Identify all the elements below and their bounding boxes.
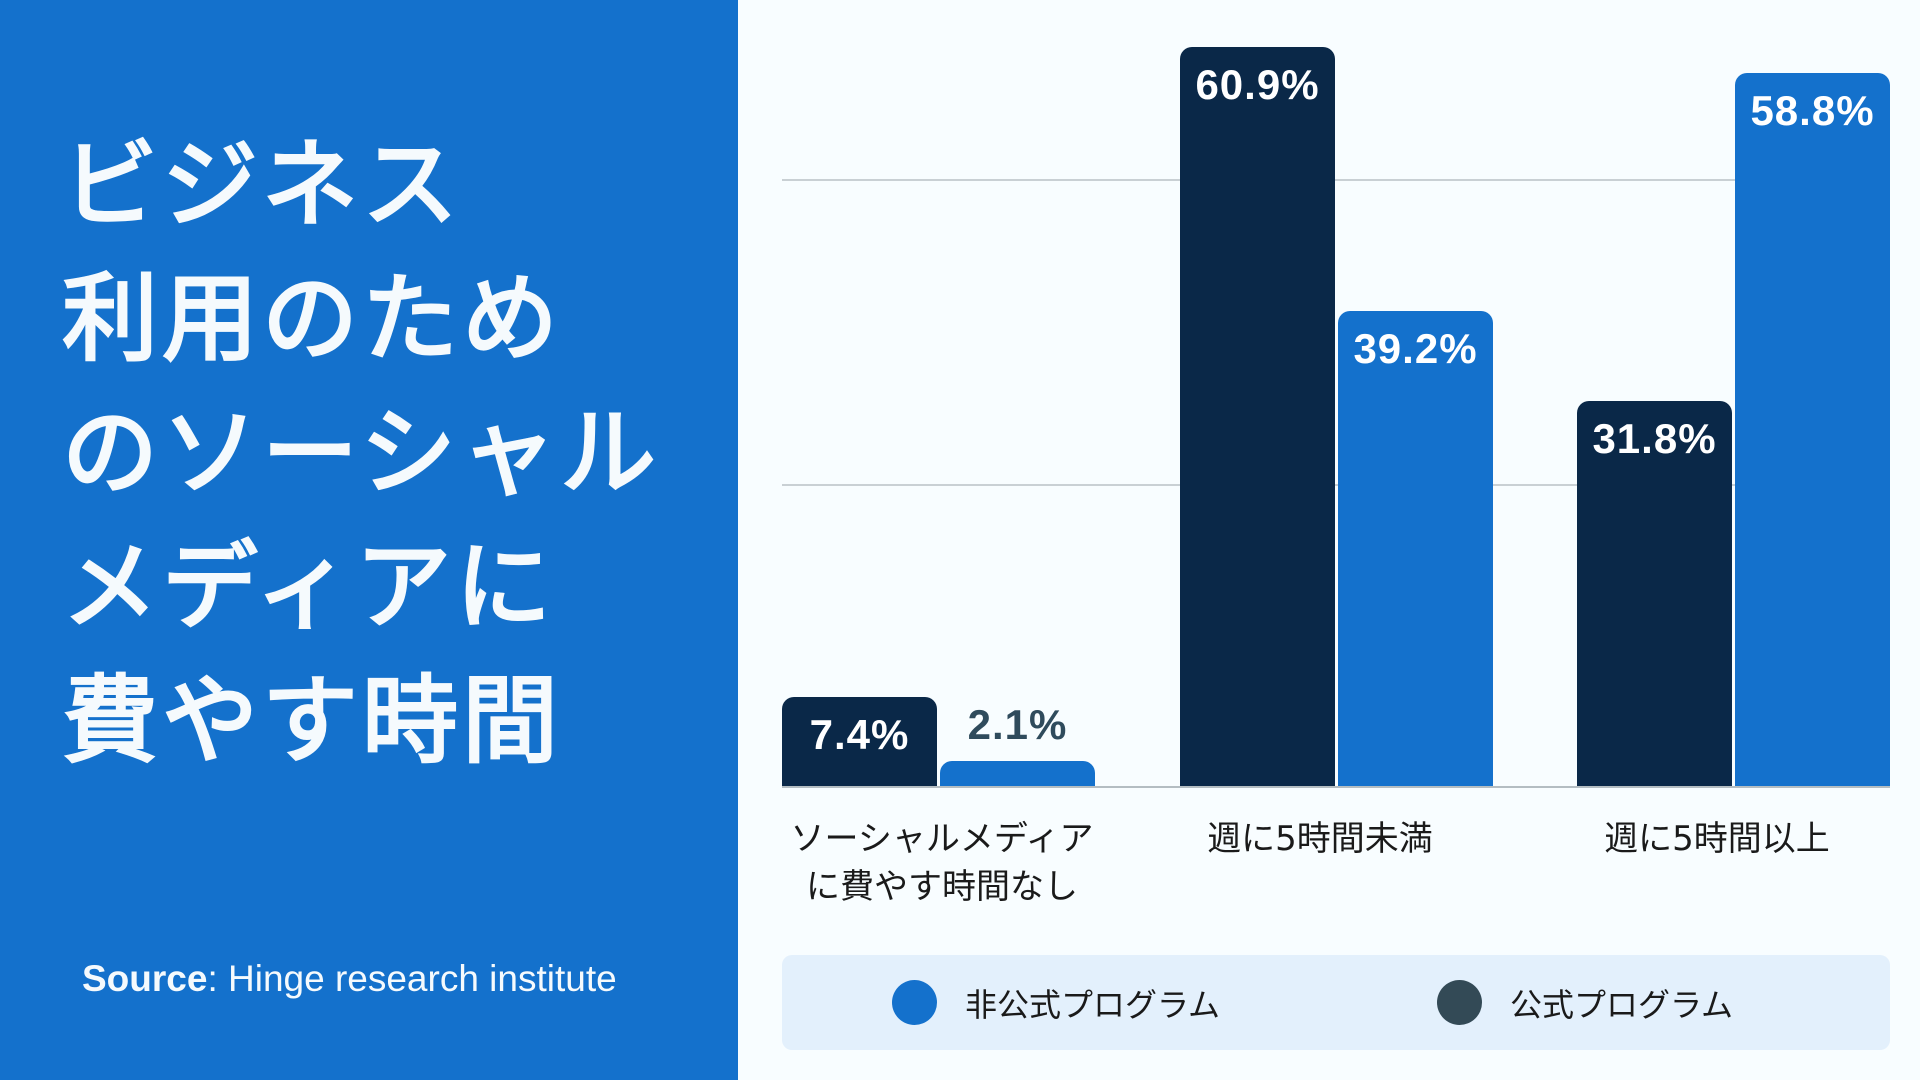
title-panel: ビジネス 利用のため のソーシャル メディアに 費やす時間 Source: Hi…	[0, 0, 738, 1080]
legend-dot-icon	[1437, 980, 1482, 1025]
title-line: ビジネス	[62, 129, 462, 241]
chart-title: ビジネス 利用のため のソーシャル メディアに 費やす時間	[62, 118, 660, 788]
title-line: 利用のため	[62, 263, 562, 375]
bar-chart: 7.4% 2.1% 60.9% 39.2% 31.8% 58.8% ソーシャルメ…	[782, 0, 1890, 907]
x-axis-baseline	[782, 786, 1890, 788]
bar-unofficial-under5: 39.2%	[1338, 311, 1493, 787]
legend-label: 公式プログラム	[1510, 985, 1734, 1024]
gridline-50	[782, 179, 1890, 181]
category-label-line: 週に5時間以上	[1604, 819, 1830, 859]
bar-unofficial-over5: 58.8%	[1735, 73, 1890, 787]
legend-item-unofficial: 非公式プログラム	[892, 955, 1220, 1050]
gridline-25	[782, 484, 1890, 486]
title-line: のソーシャル	[62, 397, 661, 509]
bar-official-over5: 31.8%	[1577, 401, 1732, 787]
category-label-line: 週に5時間未満	[1207, 819, 1433, 859]
chart-legend: 非公式プログラム 公式プログラム	[782, 955, 1890, 1050]
source-label: Source	[82, 958, 208, 999]
source-note: Source: Hinge research institute	[82, 958, 617, 1000]
bar-value-label: 31.8%	[1592, 415, 1717, 462]
title-line: メディアに	[62, 531, 556, 643]
title-line: 費やす時間	[62, 665, 562, 777]
category-label-none: ソーシャルメディア に費やす時間なし	[772, 815, 1112, 911]
bar-official-none: 7.4%	[782, 697, 937, 787]
bar-unofficial-none: 2.1%	[940, 701, 1095, 787]
category-label-under5: 週に5時間未満	[1150, 815, 1490, 863]
bar-value-label: 60.9%	[1195, 61, 1320, 108]
legend-item-official: 公式プログラム	[1437, 955, 1733, 1050]
category-label-line: に費やす時間なし	[806, 867, 1078, 907]
legend-dot-icon	[892, 980, 937, 1025]
category-label-line: ソーシャルメディア	[790, 819, 1094, 859]
bar-value-label: 39.2%	[1353, 325, 1478, 372]
bar-value-label: 7.4%	[809, 711, 910, 758]
category-label-over5: 週に5時間以上	[1547, 815, 1887, 863]
legend-label: 非公式プログラム	[965, 985, 1221, 1024]
bar-value-label: 2.1%	[967, 701, 1068, 748]
bar-official-under5: 60.9%	[1180, 47, 1335, 787]
bar-value-label: 58.8%	[1750, 87, 1875, 134]
source-text: : Hinge research institute	[207, 958, 617, 999]
